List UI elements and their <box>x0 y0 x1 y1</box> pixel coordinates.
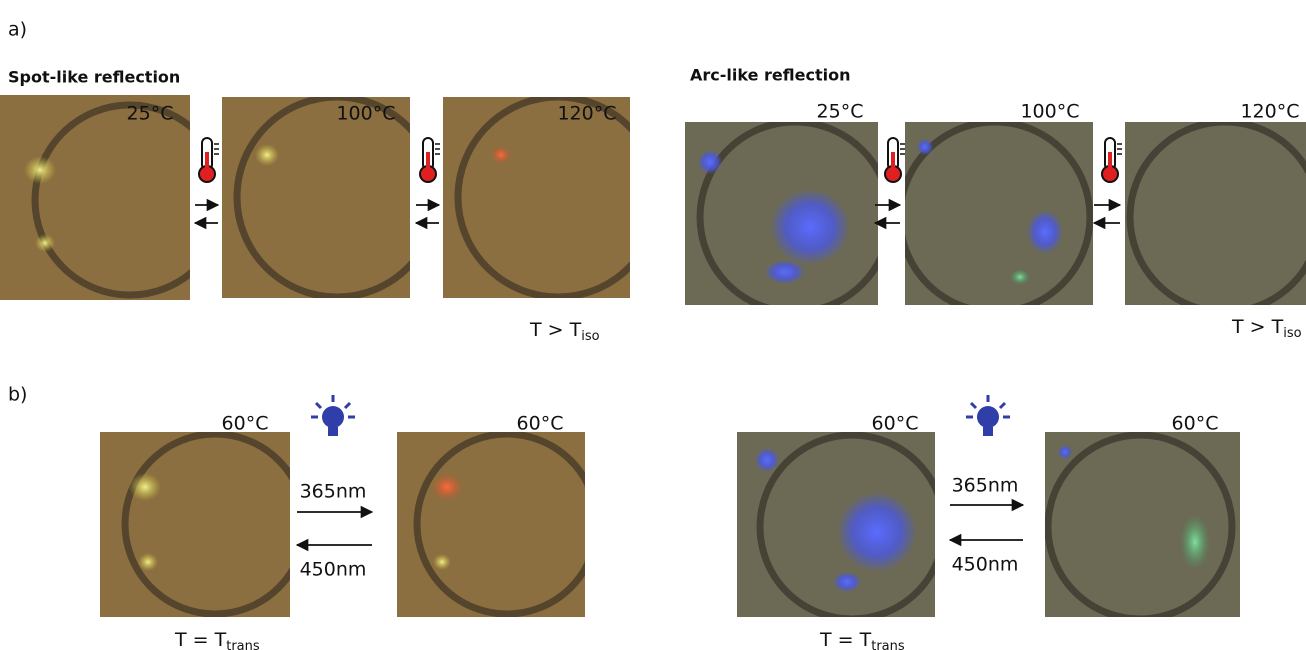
micrograph <box>737 432 944 619</box>
micrograph <box>0 95 225 300</box>
condition-label: T = Ttrans <box>174 629 260 650</box>
reflection <box>129 473 161 501</box>
reflection <box>1010 269 1030 285</box>
condition-text: T > T <box>529 319 582 341</box>
micrograph <box>397 432 597 617</box>
reflection <box>1027 210 1063 254</box>
condition-label: T > Tiso <box>1231 316 1302 341</box>
reflection <box>255 144 279 166</box>
figure: a) Spot-like reflection Arc-like reflect… <box>0 0 1306 650</box>
reflection <box>24 156 56 184</box>
reflection <box>1180 514 1210 570</box>
condition-label: T > Tiso <box>529 319 600 344</box>
reflection <box>917 139 933 155</box>
bulb <box>322 406 344 428</box>
temperature-label: 100°C <box>336 103 395 125</box>
wavelength-label: 365nm <box>952 475 1019 497</box>
temperature-label: 60°C <box>222 413 269 435</box>
bulb <box>977 406 999 428</box>
micrograph <box>1045 432 1240 619</box>
bulb-base <box>983 427 993 436</box>
thermometer-fill <box>1108 152 1112 170</box>
micrograph <box>443 97 658 298</box>
temperature-label: 25°C <box>817 101 864 123</box>
section-title: Spot-like reflection <box>8 68 180 87</box>
bulb-ray <box>345 403 350 408</box>
condition-text: T = T <box>819 629 872 650</box>
reflection <box>698 150 722 174</box>
condition-text: T > T <box>1231 316 1284 338</box>
bulb-ray <box>1000 403 1005 408</box>
temperature-label: 60°C <box>872 413 919 435</box>
micrograph <box>685 122 890 312</box>
temperature-label: 120°C <box>557 103 616 125</box>
condition-subscript: iso <box>1283 326 1301 341</box>
micrograph <box>222 97 437 298</box>
reflection <box>35 234 55 252</box>
micrograph <box>900 122 1093 312</box>
reflection <box>833 572 861 592</box>
micrograph-bg <box>222 97 410 298</box>
temperature-label: 60°C <box>517 413 564 435</box>
bulb-ray <box>316 403 321 408</box>
micrograph-bg <box>0 95 190 300</box>
micrograph <box>100 432 305 617</box>
micrograph-bg <box>443 97 630 298</box>
thermometer-fill <box>205 152 209 170</box>
reflection <box>1058 445 1072 459</box>
micrograph-bg <box>397 432 585 617</box>
wavelength-label: 450nm <box>952 554 1019 576</box>
wavelength-label: 450nm <box>300 559 367 581</box>
reflection <box>491 146 511 164</box>
panel-label: b) <box>8 384 27 406</box>
reflection <box>770 189 850 265</box>
temperature-label: 25°C <box>127 103 174 125</box>
condition-text: T = T <box>174 629 227 650</box>
section-title: Arc-like reflection <box>690 66 850 85</box>
reflection <box>765 260 805 284</box>
condition-subscript: iso <box>581 329 599 344</box>
temperature-label: 60°C <box>1172 413 1219 435</box>
thermometer-fill <box>891 152 895 170</box>
reflection <box>138 553 158 571</box>
bulb-ray <box>971 403 976 408</box>
wavelength-label: 365nm <box>300 481 367 503</box>
thermometer-fill <box>426 152 430 170</box>
condition-subscript: trans <box>226 639 260 650</box>
temperature-label: 120°C <box>1240 101 1299 123</box>
condition-label: T = Ttrans <box>819 629 905 650</box>
reflection <box>431 473 463 501</box>
temperature-label: 100°C <box>1020 101 1079 123</box>
panel-label: a) <box>8 19 27 41</box>
reflection <box>433 554 451 570</box>
reflection <box>837 492 917 572</box>
bulb-base <box>328 427 338 436</box>
reflection <box>755 448 779 472</box>
condition-subscript: trans <box>871 639 905 650</box>
micrograph <box>1125 122 1306 312</box>
